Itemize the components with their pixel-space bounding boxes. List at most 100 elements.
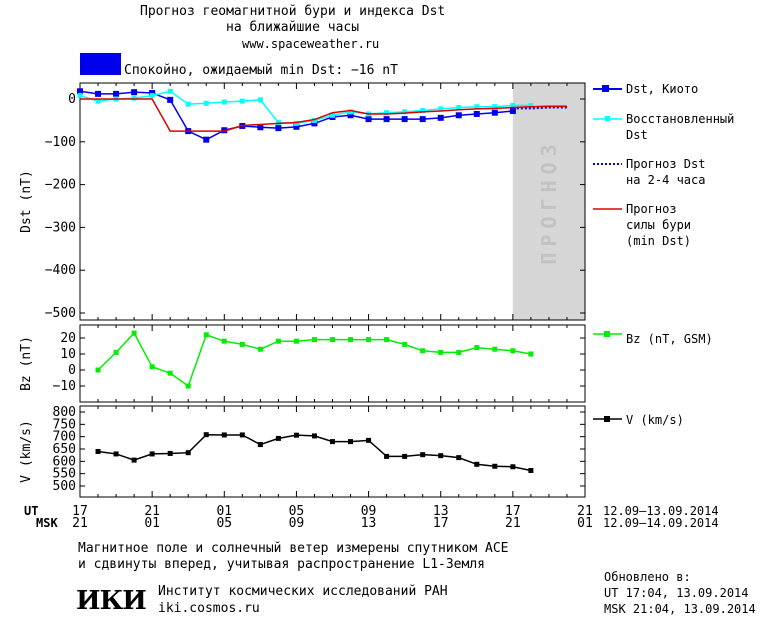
- series-line: [79, 90, 531, 125]
- msk-tick-label: 21: [72, 516, 88, 531]
- data-point: [384, 337, 390, 343]
- y-tick-label-bz: 20: [60, 331, 76, 346]
- msk-tick-label: 13: [361, 516, 377, 531]
- ut-tick-label: 05: [289, 504, 305, 519]
- institute-name: Институт космических исследований РАН: [158, 584, 448, 599]
- data-point: [528, 467, 534, 473]
- legend: Dst, Киото Восстановленный Dst Прогноз D…: [593, 82, 734, 427]
- updated-ut: UT 17:04, 13.09.2014: [604, 586, 749, 600]
- data-point: [77, 88, 83, 95]
- data-point: [95, 367, 101, 373]
- data-point: [239, 98, 245, 104]
- legend-dst-kyoto-label: Dst, Киото: [626, 82, 698, 96]
- msk-tick-label: 05: [216, 516, 232, 531]
- updated-label: Обновлено в:: [604, 570, 691, 584]
- updated-msk: MSK 21:04, 13.09.2014: [604, 602, 756, 616]
- msk-tick-label: 17: [433, 516, 449, 531]
- data-point: [348, 337, 354, 343]
- data-point: [384, 110, 390, 116]
- msk-tick-label: 01: [577, 516, 593, 531]
- data-point: [113, 90, 120, 97]
- series-line: [80, 98, 567, 132]
- data-point: [402, 341, 408, 347]
- data-point: [510, 102, 516, 108]
- data-point: [311, 337, 317, 343]
- y-tick-label-v: 800: [53, 405, 76, 420]
- plot-frame-bz: [79, 324, 586, 403]
- y-tick-label-bz: 0: [68, 363, 76, 378]
- data-point: [365, 116, 372, 123]
- ut-tick-label: 09: [361, 504, 377, 519]
- data-point: [366, 437, 372, 443]
- y-tick-label-bz: 10: [60, 347, 76, 362]
- page-subtitle: на ближайшие часы: [226, 20, 360, 35]
- data-point: [366, 337, 372, 343]
- data-point: [293, 123, 300, 130]
- data-point: [383, 116, 390, 123]
- legend-restored-label-1: Восстановленный: [626, 112, 734, 126]
- data-point: [492, 346, 498, 352]
- series-line: [512, 106, 567, 110]
- y-tick-label-v: 600: [53, 454, 76, 469]
- data-point: [77, 93, 83, 99]
- data-point: [257, 346, 263, 352]
- data-point: [528, 102, 534, 108]
- legend-forecast-label-1: Прогноз Dst: [626, 157, 705, 171]
- msk-tick-label: 09: [289, 516, 305, 531]
- status-color-box: [80, 53, 121, 75]
- status-text: Спокойно, ожидаемый min Dst: −16 nT: [124, 63, 398, 78]
- y-axis-label-dst: Dst (nT): [19, 170, 34, 233]
- data-point: [275, 435, 281, 441]
- data-point: [510, 348, 516, 354]
- ut-axis-label: UT: [24, 504, 38, 518]
- msk-date-range: 12.09–14.09.2014: [603, 516, 719, 530]
- data-point: [437, 114, 444, 121]
- data-point: [330, 337, 335, 343]
- site-url: www.spaceweather.ru: [242, 37, 380, 51]
- y-tick-label-bz: −10: [53, 379, 76, 394]
- ut-tick-label: 13: [433, 504, 449, 519]
- msk-axis-label: MSK: [36, 516, 58, 530]
- data-point: [420, 108, 426, 114]
- forecast-zone-label: ПРОГНОЗ: [537, 138, 561, 264]
- ut-tick-label: 21: [577, 504, 593, 519]
- data-point: [203, 136, 210, 143]
- data-point: [131, 330, 137, 336]
- y-tick-label-v: 750: [53, 417, 76, 432]
- ut-tick-label: 17: [505, 504, 521, 519]
- data-point: [402, 453, 408, 459]
- data-point: [311, 120, 318, 127]
- legend-storm-label-1: Прогноз: [626, 202, 677, 216]
- data-point: [455, 112, 462, 119]
- legend-v-marker: [604, 416, 610, 422]
- data-point: [311, 117, 317, 123]
- data-point: [348, 109, 354, 115]
- data-point: [167, 96, 174, 103]
- data-point: [456, 455, 462, 461]
- data-point: [203, 332, 209, 338]
- iki-logo: ИКИ: [76, 586, 147, 616]
- note-line-1: Магнитное поле и солнечный ветер измерен…: [78, 541, 509, 556]
- y-tick-label-v: 500: [53, 479, 76, 494]
- note-line-2: и сдвинуты вперед, учитывая распростране…: [78, 557, 485, 572]
- data-point: [510, 464, 516, 470]
- data-point: [185, 101, 191, 107]
- data-point: [131, 457, 137, 463]
- forecast-zone: [512, 83, 585, 320]
- data-point: [239, 432, 245, 438]
- data-point: [474, 461, 480, 467]
- legend-bz-marker: [604, 331, 610, 337]
- data-point: [203, 432, 209, 438]
- y-axis-label-bz: Bz (nT): [19, 336, 34, 391]
- data-point: [167, 370, 173, 376]
- data-point: [330, 112, 335, 118]
- data-point: [474, 345, 480, 351]
- data-point: [113, 451, 119, 457]
- data-point: [419, 116, 426, 123]
- data-point: [401, 116, 408, 123]
- data-point: [113, 349, 119, 355]
- data-point: [456, 349, 462, 355]
- data-point: [293, 432, 299, 438]
- legend-restored-marker: [605, 116, 610, 121]
